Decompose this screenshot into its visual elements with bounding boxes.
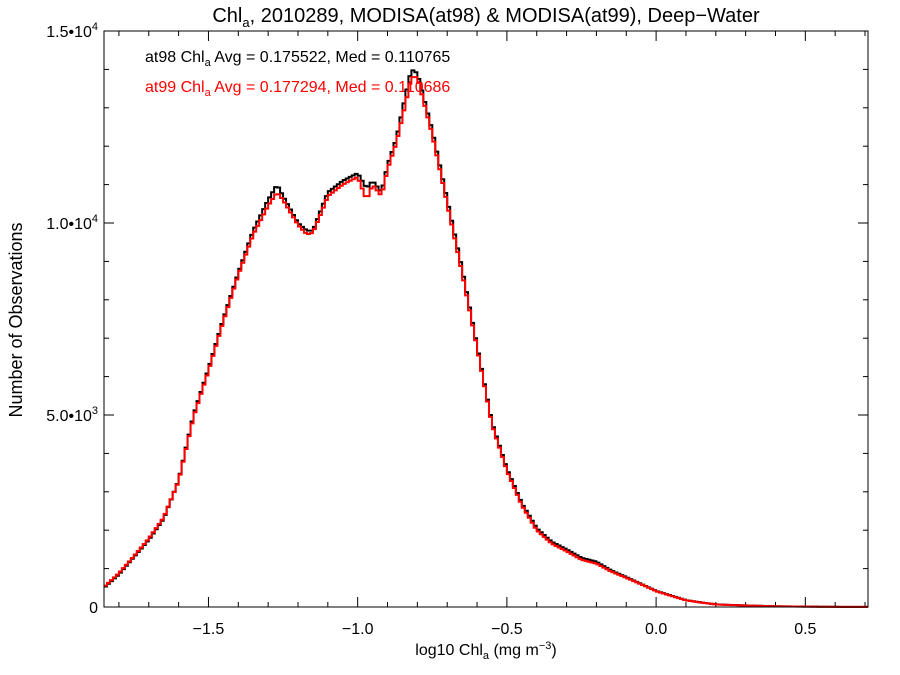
y-tick-label: 5.0•103 <box>46 405 98 425</box>
axis-ticks <box>104 30 868 608</box>
chart-title: Chla, 2010289, MODISA(at98) & MODISA(at9… <box>212 5 760 30</box>
y-tick-label: 1.0•104 <box>46 213 98 233</box>
y-axis-label: Number of Observations <box>6 222 26 417</box>
x-tick-label: 0.0 <box>645 621 667 638</box>
legend-entry-at98: at98 Chla Avg = 0.175522, Med = 0.110765 <box>145 49 450 69</box>
legend-entry-at99: at99 Chla Avg = 0.177294, Med = 0.110686 <box>145 79 450 99</box>
y-tick-label: 0 <box>89 600 98 617</box>
x-tick-label: −1.0 <box>342 621 374 638</box>
x-tick-label: −1.5 <box>193 621 225 638</box>
series-lines <box>104 69 868 608</box>
x-tick-label: 0.5 <box>794 621 816 638</box>
axis-tick-labels: −1.5 −1.0 −0.5 0.0 0.5 0 5.0•103 1.0•104 1.5•104 <box>46 21 816 638</box>
plot-frame <box>103 30 869 608</box>
x-tick-label: −0.5 <box>491 621 523 638</box>
series-at99-line <box>104 76 868 608</box>
x-axis-label: log10 Chla (mg m−3) <box>415 640 556 662</box>
y-tick-label: 1.5•104 <box>46 21 98 41</box>
